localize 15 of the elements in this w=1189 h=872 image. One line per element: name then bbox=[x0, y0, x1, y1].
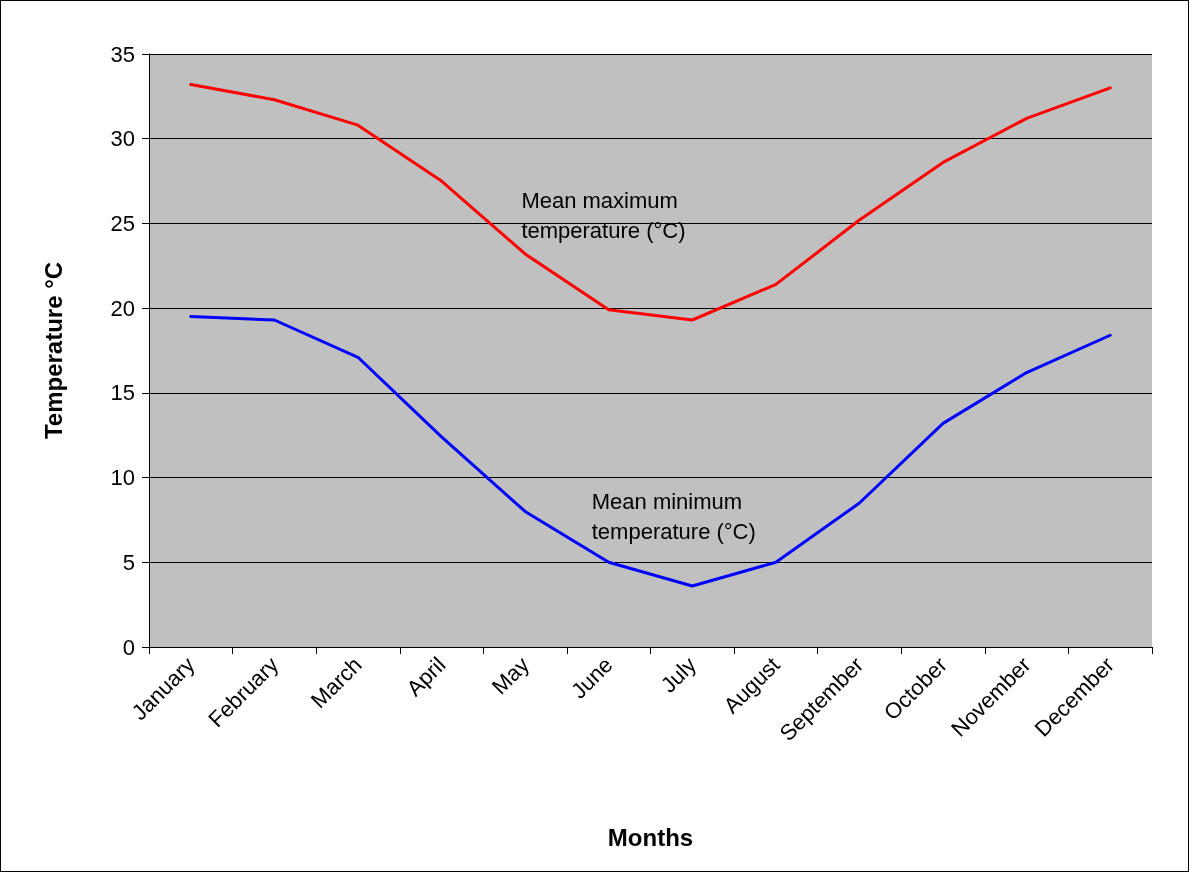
y-axis-title: Temperature °C bbox=[39, 261, 67, 440]
y-tick-label: 0 bbox=[122, 634, 135, 660]
x-tick-label: May bbox=[486, 652, 534, 700]
y-tick-label: 5 bbox=[122, 549, 135, 575]
y-tick-label: 15 bbox=[110, 380, 135, 406]
y-tick-label: 30 bbox=[110, 126, 135, 152]
x-tick-label: July bbox=[655, 652, 702, 698]
line-series bbox=[189, 315, 1112, 588]
line-series bbox=[189, 83, 1112, 322]
y-tick-label: 35 bbox=[110, 41, 135, 67]
series-label: Mean minimum temperature (°C) bbox=[591, 488, 756, 544]
y-tick-label: 25 bbox=[110, 210, 135, 236]
y-tick-label: 10 bbox=[110, 465, 135, 491]
x-axis-title: Months bbox=[607, 823, 694, 851]
y-tick-label: 20 bbox=[110, 295, 135, 321]
